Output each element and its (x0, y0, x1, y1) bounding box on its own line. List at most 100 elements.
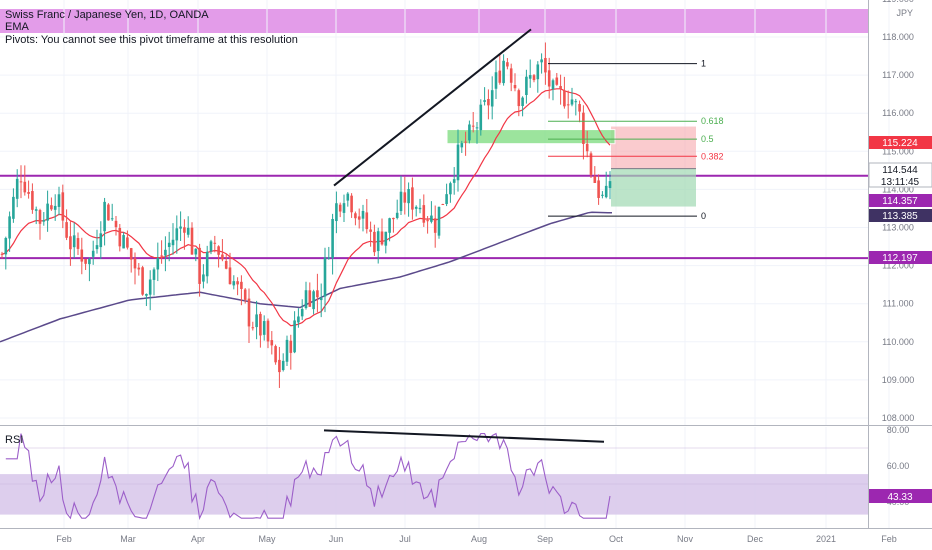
candle-body (525, 76, 528, 96)
candle-body (46, 203, 49, 221)
price-badge: 113.385 (869, 209, 932, 222)
price-badge-bg (869, 251, 932, 264)
candle-body (319, 297, 323, 301)
candle (65, 209, 68, 241)
pivots-message: Pivots: You cannot see this pivot timefr… (5, 34, 298, 46)
candle (107, 203, 110, 221)
candle (232, 275, 236, 290)
candle-body (141, 267, 144, 295)
candle (338, 202, 342, 218)
candle (547, 57, 551, 99)
candle (517, 88, 521, 117)
candle (84, 258, 87, 270)
candle-body (0, 253, 4, 255)
candle-body (209, 241, 213, 252)
currency-label: JPY (896, 8, 913, 18)
candle-body (399, 191, 403, 212)
candle-body (365, 212, 369, 230)
candle (384, 231, 388, 254)
candle-body (297, 316, 300, 323)
candle-body (202, 274, 205, 282)
candle (479, 99, 483, 136)
candle-body (509, 68, 513, 83)
price-badge: 115.224 (869, 136, 932, 149)
candle-body (148, 279, 152, 295)
candle-body (50, 205, 53, 210)
candle-body (430, 215, 433, 222)
candle-body (566, 104, 570, 106)
candle (164, 236, 167, 272)
candle (122, 232, 125, 249)
rsi-indicator-label[interactable]: RSI (5, 434, 24, 446)
candle (91, 240, 95, 265)
symbol-title: Swiss Franc / Japanese Yen, 1D, OANDA (5, 9, 209, 21)
candle (190, 222, 194, 255)
candle (532, 74, 536, 83)
price-axis-tick: 115.000 (882, 146, 914, 156)
candle (441, 203, 445, 206)
candle (194, 248, 198, 262)
candle (430, 201, 433, 224)
candle (373, 224, 376, 257)
price-badge-bg (869, 194, 932, 207)
candle-body (441, 204, 445, 206)
candle (350, 193, 353, 218)
candle (46, 190, 49, 232)
candle-body (460, 143, 464, 148)
candle (407, 182, 410, 217)
candle-body (464, 141, 467, 143)
short-position-reward-zone (611, 168, 696, 207)
price-axis-tick: 117.000 (882, 70, 914, 80)
candle (42, 212, 46, 226)
candle-body (34, 209, 38, 211)
candle (12, 188, 15, 223)
candle (281, 353, 285, 372)
candle-body (369, 229, 372, 232)
candle (255, 300, 258, 340)
candle-body (72, 235, 76, 248)
candle (563, 76, 566, 109)
ema-indicator-label[interactable]: EMA (5, 21, 29, 33)
candle-body (129, 248, 133, 260)
candle-body (433, 218, 437, 233)
candle (513, 73, 517, 92)
rsi-value-badge: 43.33 (869, 489, 932, 504)
candle (456, 129, 460, 192)
candle-body (544, 58, 547, 73)
candle-body (80, 249, 84, 262)
candle-body (380, 231, 384, 245)
candle (380, 218, 384, 246)
candle-body (346, 193, 350, 201)
candle (452, 167, 456, 195)
price-badge: 114.357 (869, 194, 932, 207)
price-badge-value: 114.544 (882, 165, 918, 176)
candle-body (395, 212, 399, 219)
candle (460, 140, 464, 153)
candle (335, 191, 338, 234)
candle-body (445, 194, 448, 205)
price-badge: 112.197 (869, 251, 932, 264)
candle (160, 240, 163, 264)
candle (167, 231, 171, 262)
candle (103, 197, 106, 246)
candle-body (418, 207, 422, 210)
candle-body (19, 181, 23, 183)
candle-body (164, 249, 167, 256)
candle (202, 264, 205, 289)
candle-body (61, 192, 65, 221)
candle (449, 181, 452, 203)
candle (221, 239, 224, 262)
candle (601, 191, 604, 199)
candle (15, 169, 19, 208)
candle-body (42, 220, 46, 222)
candle (34, 206, 38, 225)
candle (312, 289, 315, 315)
rsi-badge-bg (869, 489, 932, 504)
candle (236, 277, 239, 296)
candle (471, 111, 475, 133)
candle (118, 224, 122, 252)
candle (175, 215, 179, 254)
candle-body (152, 269, 156, 280)
